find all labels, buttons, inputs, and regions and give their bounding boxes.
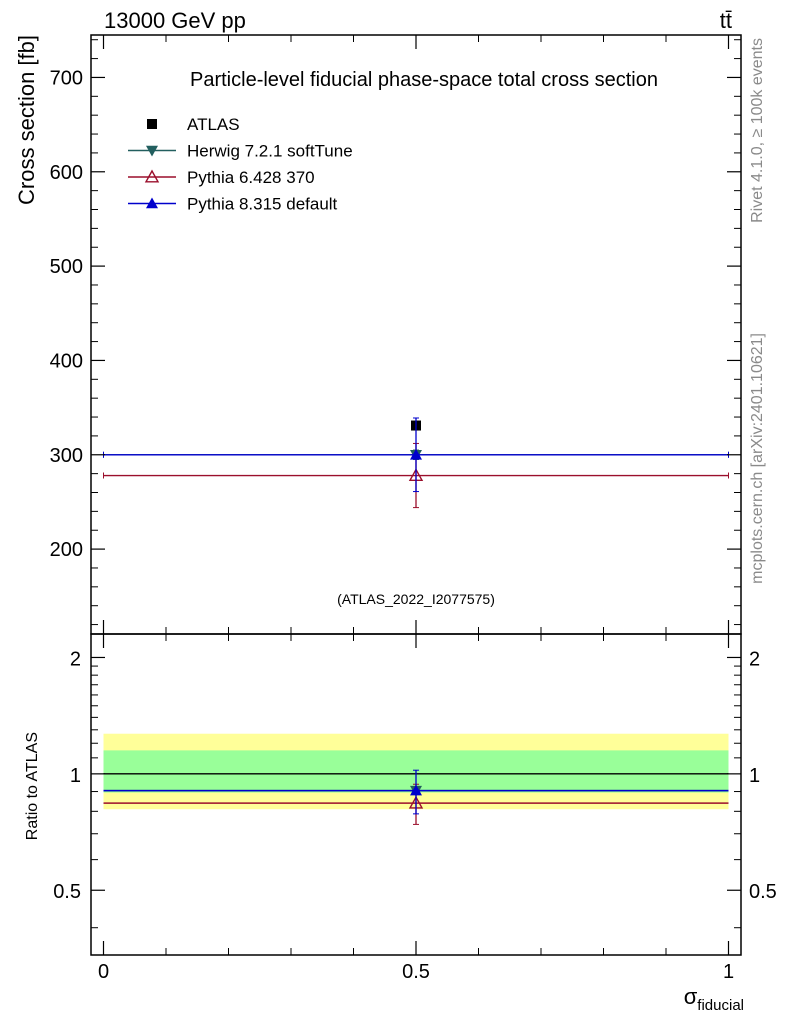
ratio-y-tick-label-left: 2 (70, 648, 81, 670)
x-tick-label: 0 (98, 961, 109, 983)
ratio-series-pythia-8-315-default (103, 769, 729, 815)
legend-label: Pythia 8.315 default (187, 195, 338, 214)
legend-entry: ATLAS (147, 115, 240, 134)
ratio-data-point-marker (410, 784, 422, 796)
y-tick-label: 600 (50, 162, 83, 184)
y-axis-label: Cross section [fb] (14, 35, 39, 205)
main-panel: 200 300 400 500 600 700 Particle-level fiduci… (14, 34, 742, 635)
ratio-panel: 0.5 0.5 1 1 2 2 0 0.5 1 Ratio to ATLAS σfiducia… (24, 633, 777, 1014)
legend-marker (146, 197, 158, 209)
ratio-y-tick-label-left: 1 (70, 765, 81, 787)
header-left: 13000 GeV pp (104, 8, 246, 33)
ratio-y-tick-label-left: 0.5 (53, 881, 81, 903)
ratio-y-tick-label-right: 0.5 (749, 881, 777, 903)
legend-label: ATLAS (187, 115, 240, 134)
legend-label: Pythia 6.428 370 (187, 168, 315, 187)
y-tick-label: 300 (50, 445, 83, 467)
side-label-top: Rivet 4.1.0, ≥ 100k events (749, 38, 766, 223)
ratio-y-tick-label-right: 1 (749, 765, 760, 787)
legend-label: Herwig 7.2.1 softTune (187, 142, 353, 161)
x-axis-label-symbol: σ (684, 984, 698, 1009)
y-tick-label: 700 (50, 67, 83, 89)
series-pythia-8-315-default (103, 417, 729, 493)
legend-marker (146, 145, 158, 157)
x-tick-label: 1 (723, 961, 734, 983)
header-right: tt̄ (720, 8, 732, 33)
y-tick-label: 200 (50, 539, 83, 561)
data-point-marker (410, 448, 422, 460)
ratio-y-axis-label: Ratio to ATLAS (24, 732, 41, 840)
legend-entry: Pythia 6.428 370 (128, 168, 315, 187)
x-axis-label: σfiducial (684, 984, 744, 1014)
y-tick-label: 500 (50, 256, 83, 278)
legend-entry: Pythia 8.315 default (128, 195, 338, 214)
side-label-bottom: mcplots.cern.ch [arXiv:2401.10621] (749, 333, 766, 584)
legend-marker (147, 119, 157, 129)
y-tick-label: 400 (50, 350, 83, 372)
x-axis-label-subscript: fiducial (697, 997, 744, 1014)
analysis-watermark: (ATLAS_2022_I2077575) (337, 591, 495, 607)
ratio-y-tick-label-right: 2 (749, 648, 760, 670)
chart-title: Particle-level fiducial phase-space tota… (190, 69, 658, 91)
legend-entry: Herwig 7.2.1 softTune (128, 142, 353, 161)
x-tick-label: 0.5 (402, 961, 430, 983)
legend-marker (144, 169, 160, 183)
legend: ATLAS Herwig 7.2.1 softTune Pythia 6.428 3… (128, 115, 353, 214)
